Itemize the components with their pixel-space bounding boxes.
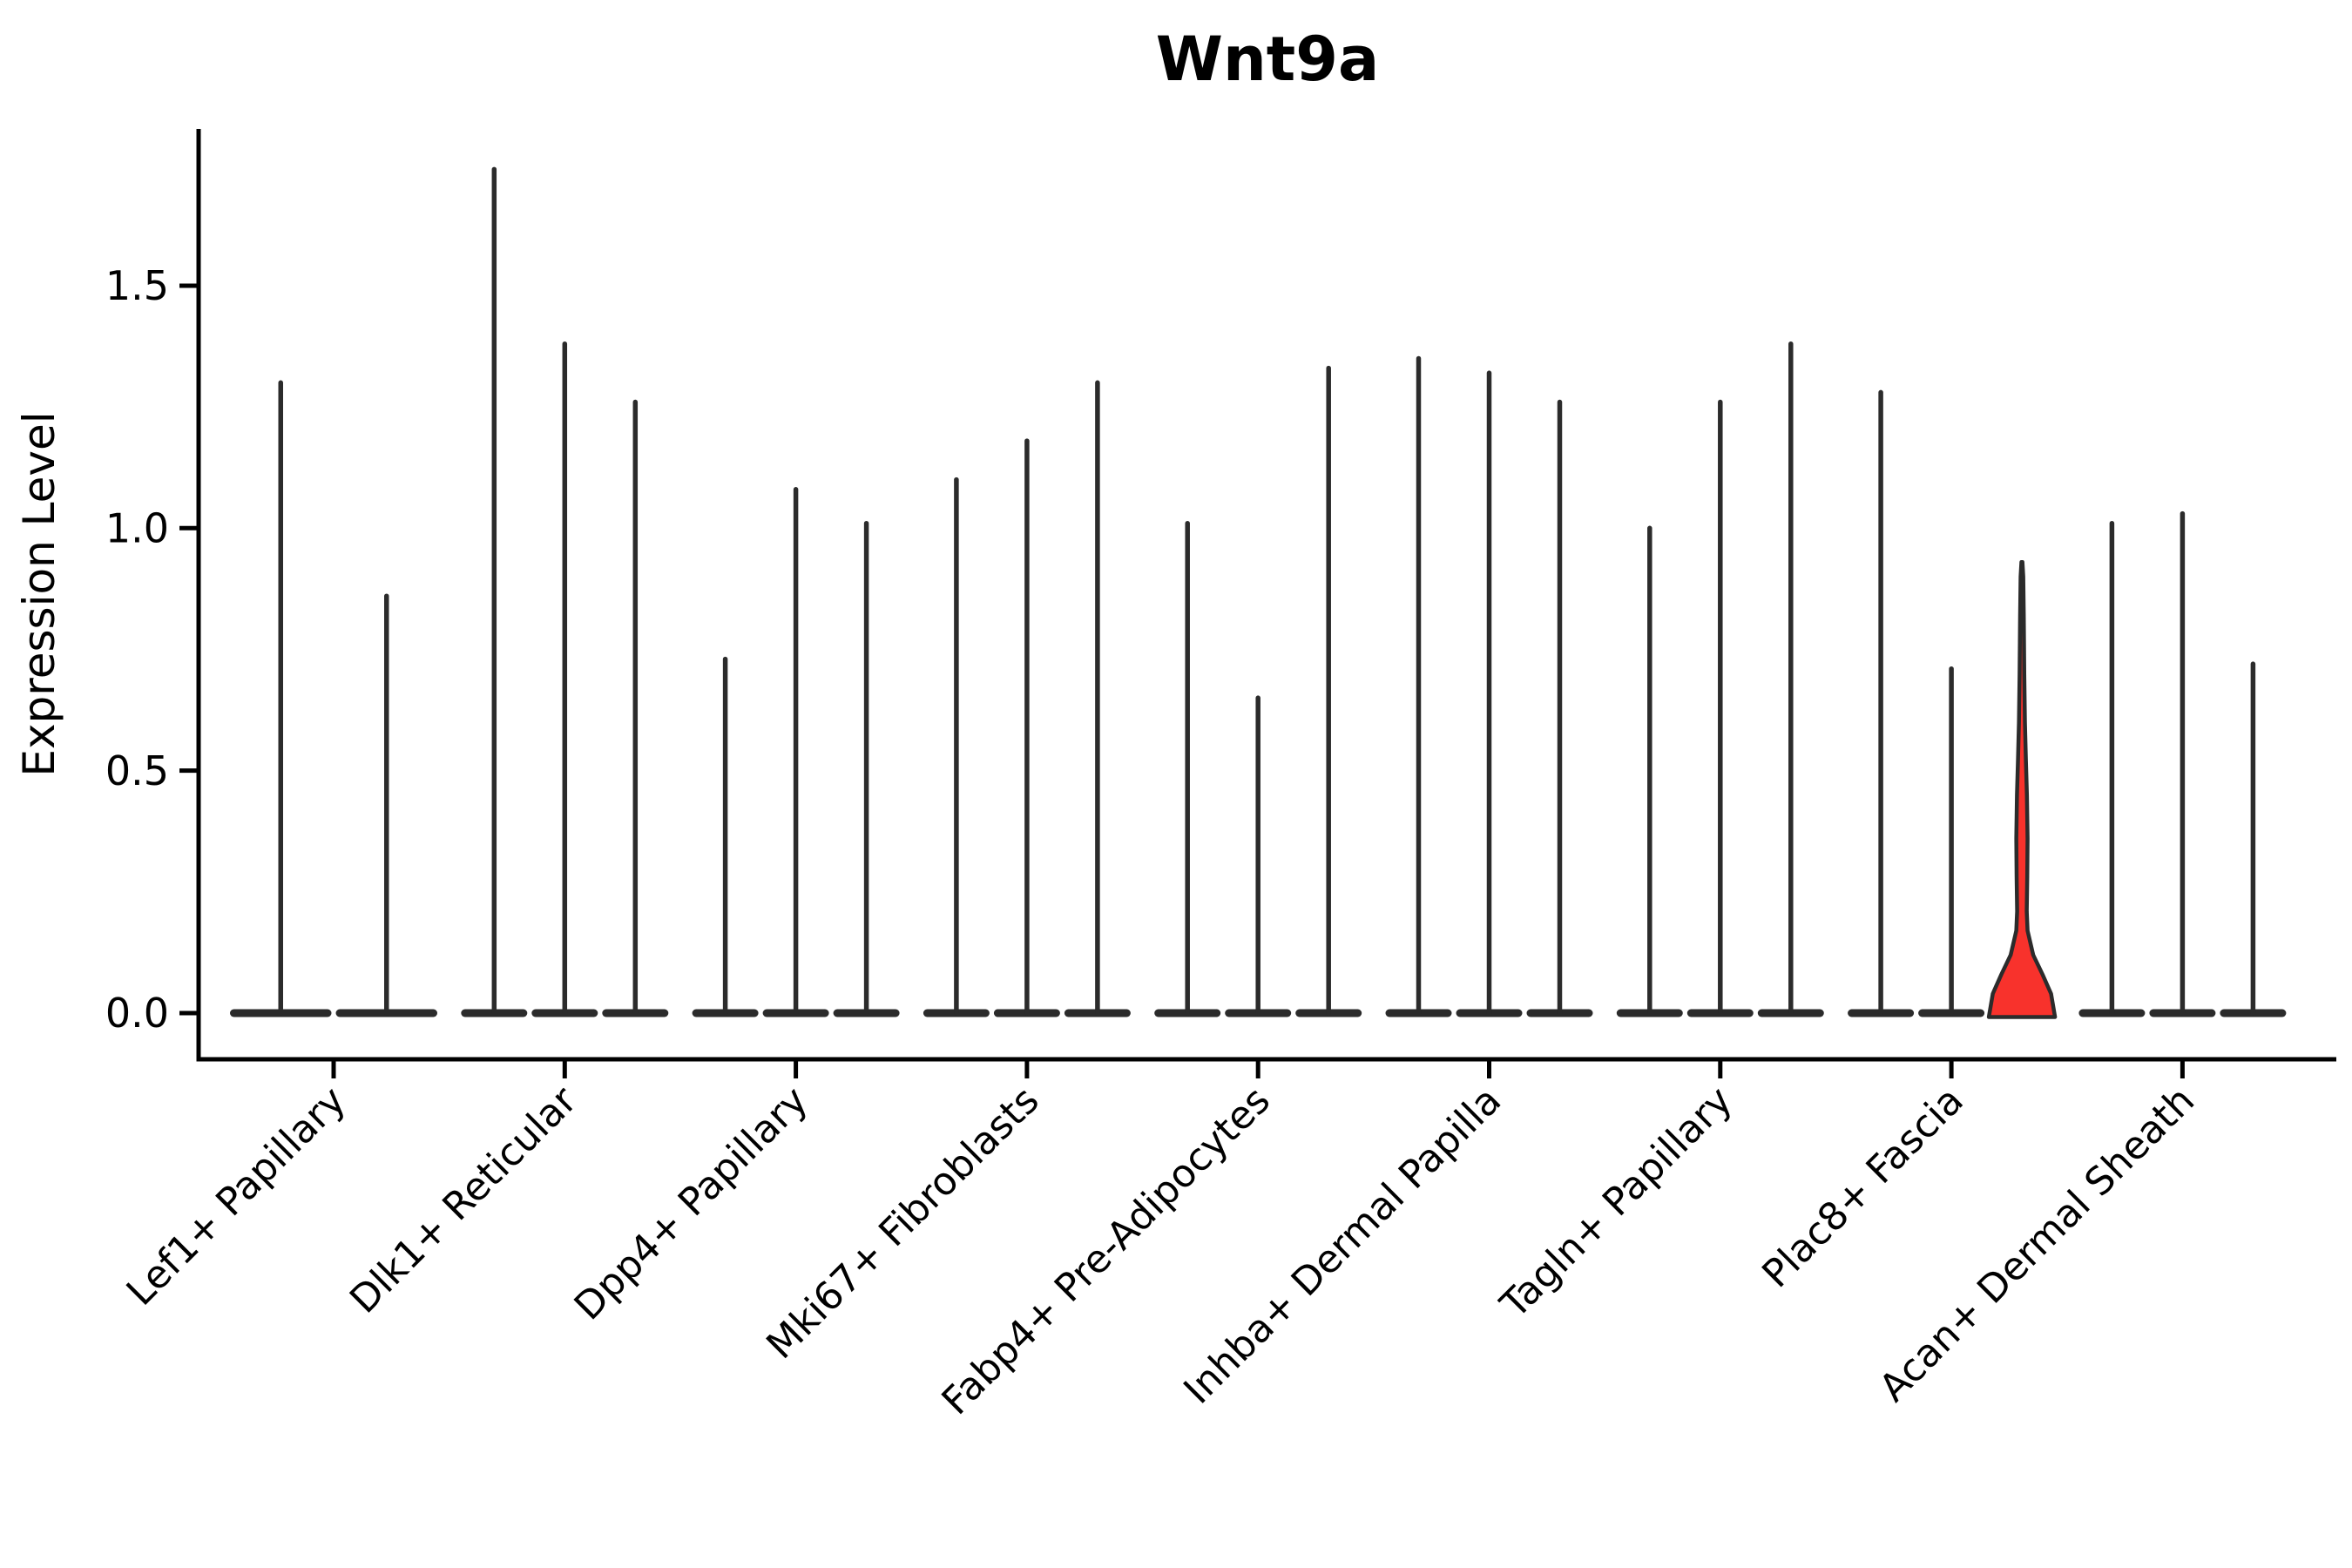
y-tick-label: 0.5 bbox=[105, 747, 169, 794]
y-axis-label: Expression Level bbox=[14, 411, 64, 776]
chart-title: Wnt9a bbox=[1156, 24, 1379, 95]
y-tick-label: 1.5 bbox=[105, 262, 169, 309]
violin-highlighted bbox=[1986, 560, 2058, 1019]
y-tick-label: 1.0 bbox=[105, 504, 169, 551]
y-tick-label: 0.0 bbox=[105, 990, 169, 1037]
